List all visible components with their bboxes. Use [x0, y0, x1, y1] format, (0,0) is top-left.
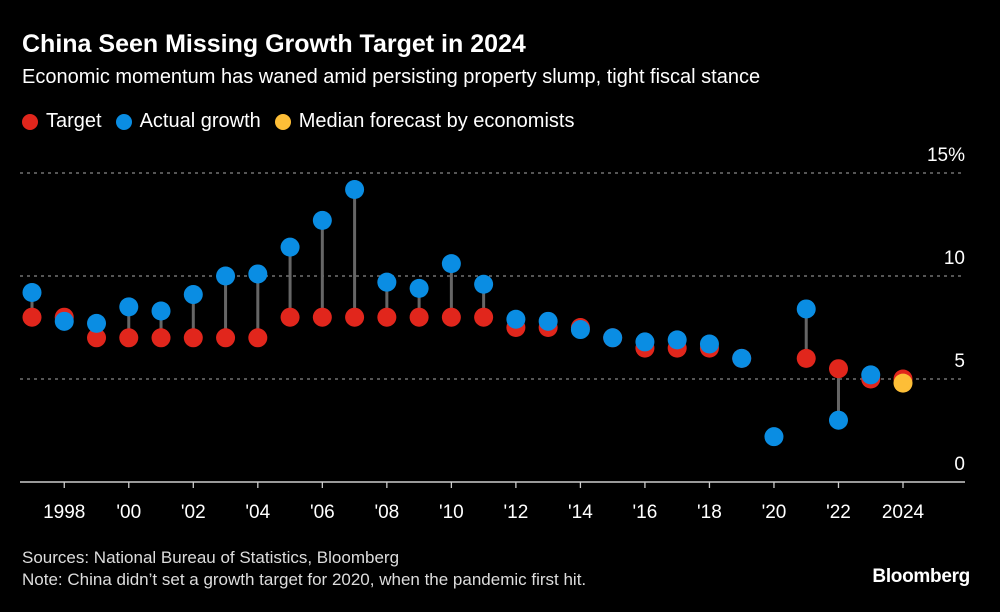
target-point — [441, 307, 461, 327]
actual-growth-point — [732, 348, 752, 368]
actual-growth-point — [248, 264, 268, 284]
x-tick-label: '20 — [762, 502, 787, 523]
target-point — [796, 348, 816, 368]
sources-note: Sources: National Bureau of Statistics, … — [22, 548, 400, 567]
actual-growth-point — [216, 266, 236, 286]
target-point — [409, 307, 429, 327]
actual-growth-point — [183, 285, 203, 305]
target-point — [474, 307, 494, 327]
actual-growth-point — [151, 301, 171, 321]
actual-growth-point — [635, 332, 655, 352]
x-tick-label: '00 — [116, 502, 141, 523]
actual-growth-point — [474, 274, 494, 294]
x-tick-label: '10 — [439, 502, 464, 523]
actual-growth-point — [409, 278, 429, 298]
target-point — [377, 307, 397, 327]
y-tick-label: 0 — [954, 454, 965, 475]
x-tick-label: '06 — [310, 502, 335, 523]
actual-growth-point — [603, 328, 623, 348]
x-tick-label: '02 — [181, 502, 206, 523]
actual-growth-point — [441, 254, 461, 274]
y-tick-label: 10 — [944, 248, 965, 269]
target-point — [828, 359, 848, 379]
x-tick-label: '08 — [374, 502, 399, 523]
legend-label: Median forecast by economists — [298, 110, 575, 132]
actual-growth-point — [345, 179, 365, 199]
target-point — [312, 307, 332, 327]
chart-title: China Seen Missing Growth Target in 2024 — [22, 30, 526, 58]
actual-growth-point — [54, 311, 74, 331]
x-tick-label: 1998 — [43, 502, 85, 523]
actual-growth-point — [506, 309, 526, 329]
actual-growth-point — [119, 297, 139, 317]
x-tick-label: '16 — [633, 502, 658, 523]
actual-growth-point — [538, 311, 558, 331]
x-tick-label: 2024 — [882, 502, 925, 523]
x-tick-label: '18 — [697, 502, 722, 523]
legend-item-target: Target — [22, 110, 102, 133]
legend-item-actual: Actual growth — [115, 110, 261, 133]
actual-growth-point — [667, 330, 687, 350]
legend-item-forecast: Median forecast by economists — [274, 110, 575, 133]
target-point — [151, 328, 171, 348]
x-tick-label: '22 — [826, 502, 851, 523]
actual-growth-point — [828, 410, 848, 430]
x-tick-label: '14 — [568, 502, 593, 523]
chart-subtitle: Economic momentum has waned amid persist… — [22, 66, 761, 88]
target-point — [248, 328, 268, 348]
legend-dot-target — [22, 113, 38, 130]
x-tick-label: '12 — [504, 502, 529, 523]
target-point — [183, 328, 203, 348]
target-point — [22, 307, 42, 327]
actual-growth-point — [87, 313, 107, 333]
actual-growth-point — [280, 237, 300, 257]
actual-growth-point — [861, 365, 881, 385]
forecast-point — [893, 373, 913, 393]
actual-growth-point — [699, 334, 719, 354]
target-point — [280, 307, 300, 327]
actual-growth-point — [312, 210, 332, 230]
actual-growth-point — [764, 427, 784, 447]
target-point — [119, 328, 139, 348]
target-point — [216, 328, 236, 348]
actual-growth-point — [796, 299, 816, 319]
y-tick-label: 5 — [954, 351, 965, 372]
footnote: Note: China didn’t set a growth target f… — [22, 570, 587, 589]
target-point — [345, 307, 365, 327]
actual-growth-point — [22, 282, 42, 302]
legend: Target Actual growth Median forecast by … — [22, 110, 588, 133]
legend-dot-actual — [115, 113, 132, 130]
target-point — [87, 328, 107, 348]
legend-label: Target — [46, 110, 102, 132]
actual-growth-point — [377, 272, 397, 292]
bloomberg-logo: Bloomberg — [872, 566, 970, 587]
legend-dot-forecast — [274, 113, 291, 130]
y-tick-label: 15% — [927, 145, 965, 166]
legend-label: Actual growth — [139, 110, 261, 132]
x-tick-label: '04 — [245, 502, 270, 523]
actual-growth-point — [570, 320, 590, 340]
